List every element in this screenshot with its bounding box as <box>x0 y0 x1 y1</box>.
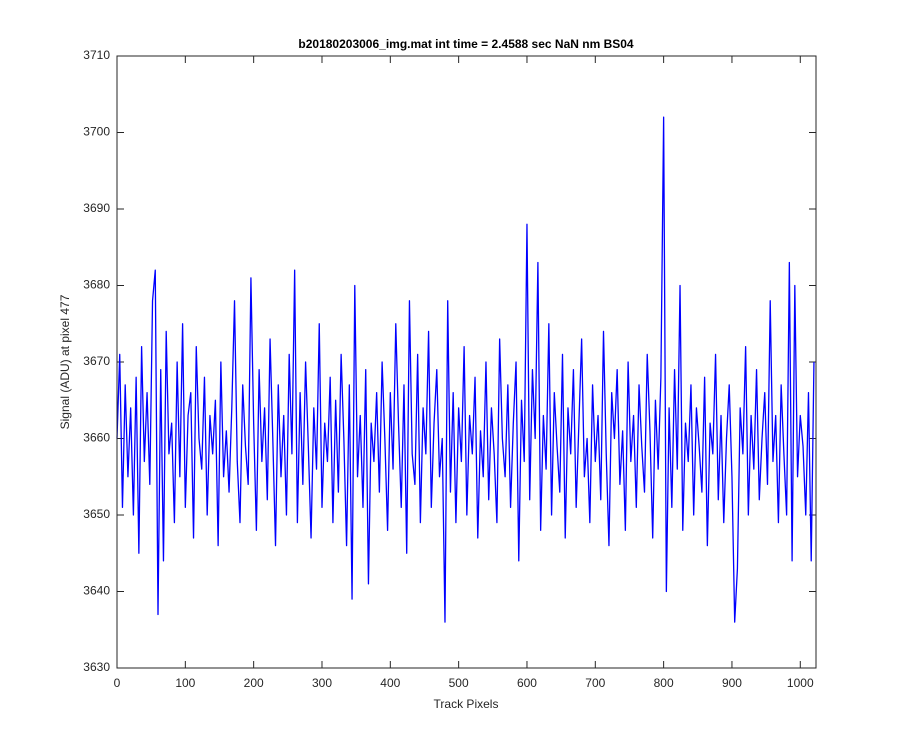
x-tick-label: 700 <box>585 676 605 690</box>
data-line <box>116 116 815 623</box>
y-tick-label: 3680 <box>83 278 110 292</box>
x-tick-label: 800 <box>654 676 674 690</box>
chart-title: b20180203006_img.mat int time = 2.4588 s… <box>298 37 634 51</box>
x-tick-label: 600 <box>517 676 537 690</box>
x-tick-label: 300 <box>312 676 332 690</box>
y-tick-label: 3670 <box>83 354 110 368</box>
y-tick-label: 3650 <box>83 507 110 521</box>
y-tick-label: 3660 <box>83 431 110 445</box>
x-tick-label: 100 <box>175 676 195 690</box>
y-tick-label: 3710 <box>83 48 110 62</box>
x-tick-label: 200 <box>244 676 264 690</box>
y-tick-label: 3640 <box>83 584 110 598</box>
axes-box <box>116 55 817 669</box>
x-tick-label: 400 <box>380 676 400 690</box>
y-tick-label: 3630 <box>83 660 110 674</box>
x-axis-label: Track Pixels <box>434 697 499 711</box>
y-axis-label: Signal (ADU) at pixel 477 <box>58 294 72 429</box>
y-tick-label: 3690 <box>83 201 110 215</box>
x-tick-label: 1000 <box>787 676 814 690</box>
y-tick-label: 3700 <box>83 125 110 139</box>
x-tick-label: 500 <box>449 676 469 690</box>
x-tick-label: 0 <box>114 676 121 690</box>
x-tick-label: 900 <box>722 676 742 690</box>
